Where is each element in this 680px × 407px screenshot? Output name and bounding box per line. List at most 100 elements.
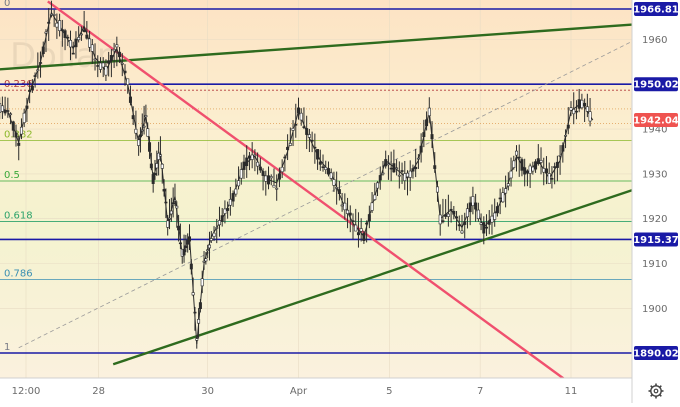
candle-body <box>175 205 179 209</box>
candle-body <box>561 145 565 152</box>
candle-body <box>77 37 81 41</box>
candle-body <box>277 173 281 180</box>
candle-body <box>378 175 382 181</box>
candle-body <box>408 170 412 178</box>
candle-body <box>580 99 584 109</box>
price-tag-1966.81 <box>634 2 678 16</box>
candle-body <box>49 13 53 16</box>
candle-body <box>0 103 2 113</box>
candle-body <box>140 129 144 132</box>
candle-body <box>471 196 475 207</box>
candle-body <box>302 126 306 128</box>
candle-body <box>149 163 153 169</box>
candle-body <box>419 145 423 153</box>
candle-body <box>525 170 529 173</box>
candle-body <box>41 46 45 55</box>
candle-body <box>460 230 464 234</box>
candle-body <box>313 146 317 149</box>
candle-body <box>228 199 232 206</box>
candle-body <box>427 107 431 116</box>
candle-body <box>207 244 211 249</box>
candle-body <box>397 174 401 177</box>
candle-body <box>324 167 328 170</box>
candle-body <box>280 166 284 173</box>
candle-body <box>438 214 442 225</box>
candle-body <box>184 245 188 249</box>
candle-body <box>131 115 135 120</box>
trend-line-descending[interactable] <box>47 0 565 380</box>
candle-body <box>193 311 197 314</box>
candle-body <box>264 175 268 182</box>
candle-body <box>258 166 262 171</box>
price-tag-1890.02 <box>634 346 678 360</box>
candle-body <box>90 44 94 52</box>
candle-body <box>517 156 521 159</box>
trend-line-fib-diagonal[interactable] <box>18 26 663 349</box>
candle-body <box>468 202 472 213</box>
candle-body <box>367 214 371 222</box>
x-tick-label: 28 <box>92 386 105 397</box>
candle-body <box>332 179 336 186</box>
candle-body <box>197 319 201 324</box>
candle-body <box>539 160 543 163</box>
candle-body <box>501 192 505 203</box>
time-axis[interactable]: 12:00 28 30 Apr 5 7 11 <box>12 386 578 397</box>
fib-label-0.382: 0.382 <box>4 129 33 140</box>
candle-body <box>340 204 344 207</box>
candle-body <box>348 212 352 216</box>
candle-body <box>247 155 251 159</box>
candle-body <box>411 168 415 172</box>
price-axis-background <box>632 0 680 403</box>
candle-body <box>356 232 360 236</box>
candle-body <box>109 55 113 61</box>
x-tick-label: Apr <box>290 386 308 397</box>
candle-body <box>506 183 510 187</box>
candle-body <box>405 172 409 178</box>
candle-body <box>209 238 213 241</box>
fib-label-0.618: 0.618 <box>4 211 33 222</box>
candle-body <box>430 134 434 140</box>
candle-body <box>534 161 538 170</box>
candle-body <box>296 107 300 114</box>
y-tick-label: 1920 <box>642 214 667 225</box>
candle-body <box>286 146 290 150</box>
candle-body <box>191 292 195 296</box>
trend-line-lower-channel[interactable] <box>112 179 663 366</box>
settings-button[interactable] <box>648 383 664 399</box>
candle-body <box>512 160 516 168</box>
candle-body <box>269 176 273 179</box>
price-tag-label: 1950.02 <box>633 80 679 91</box>
price-tag-label: 1966.81 <box>633 5 679 16</box>
candle-body <box>134 128 138 134</box>
candle-body <box>168 217 172 220</box>
candle-body <box>11 121 15 131</box>
candle-body <box>226 208 230 211</box>
x-tick-label: 11 <box>565 386 578 397</box>
gear-icon-center <box>653 388 659 394</box>
candle-body <box>155 163 159 169</box>
candle-body <box>171 202 175 205</box>
time-axis-background <box>0 378 632 403</box>
price-tag-label: 1890.02 <box>633 349 679 360</box>
x-tick-label: 7 <box>477 386 483 397</box>
candle-body <box>485 226 489 229</box>
candle-body <box>422 132 426 138</box>
candle-body <box>14 132 18 138</box>
candle-body <box>384 159 388 167</box>
candle-body <box>17 142 21 146</box>
candle-body <box>215 227 219 229</box>
fib-label-0.786: 0.786 <box>4 268 33 279</box>
candle-body <box>234 188 238 195</box>
candle-body <box>47 21 51 24</box>
candle-body <box>479 222 483 225</box>
candle-body <box>153 173 157 175</box>
candle-body <box>138 134 142 138</box>
candle-body <box>115 44 119 48</box>
candle-body <box>337 189 341 195</box>
candle-body <box>362 232 366 242</box>
price-tags: 1966.81 1950.02 1915.37 1890.02 1942.04 <box>633 2 679 360</box>
candle-body <box>212 232 216 237</box>
candle-body <box>307 134 311 138</box>
